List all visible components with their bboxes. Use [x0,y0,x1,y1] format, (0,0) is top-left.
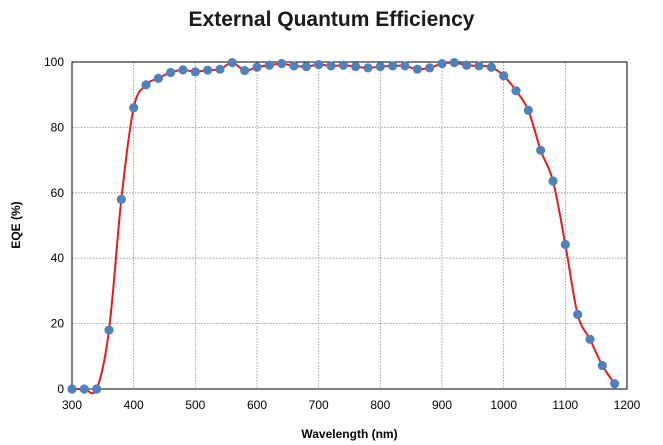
data-point [573,309,583,320]
data-point [338,60,348,70]
data-point [314,60,324,70]
y-tick-label: 0 [57,382,64,396]
data-point [203,65,213,75]
tick-labels: 300 400 500 600 700 800 900 1000 1100 1200 0 20 40 60… [44,55,641,412]
data-point [449,58,459,68]
data-point [240,65,250,76]
data-point [190,67,200,77]
x-tick-label: 500 [185,398,205,412]
data-point [610,379,620,389]
data-point [141,80,151,90]
data-point [215,64,225,74]
data-point [425,63,435,73]
data-point [289,61,299,71]
series-line [72,61,616,395]
data-point [511,86,521,96]
data-point [79,384,89,394]
data-point [560,239,570,250]
data-point [474,61,484,71]
x-tick-label: 1200 [614,398,641,412]
data-point [301,61,311,72]
data-point [153,73,163,83]
data-point [178,65,188,75]
data-point [585,334,595,344]
data-point [597,360,607,371]
y-tick-label: 40 [51,251,65,265]
grid [72,62,627,389]
y-tick-label: 80 [51,120,65,134]
data-point [499,71,509,81]
x-tick-label: 1100 [552,398,578,412]
data-point [462,60,472,70]
data-point [104,325,114,335]
data-point [166,67,176,78]
data-point [116,194,126,204]
data-point [437,59,447,69]
data-point [326,61,336,71]
data-point [129,103,139,113]
y-tick-label: 20 [51,317,65,331]
x-tick-label: 700 [309,398,329,412]
data-point [412,64,422,74]
y-tick-label: 60 [51,186,65,200]
data-point [388,61,398,71]
data-point [486,62,496,72]
data-point [252,62,262,72]
data-point [67,384,77,394]
y-tick-label: 100 [44,55,64,69]
data-point [548,176,558,186]
plot-area-frame [71,61,628,390]
x-tick-label: 1000 [490,398,517,412]
y-axis-title: EQE (%) [9,201,23,248]
data-series [67,58,620,395]
data-point [400,61,410,71]
chart-title: External Quantum Efficiency [188,8,475,31]
data-point [277,59,287,69]
data-point [363,63,373,73]
data-point [264,60,274,70]
x-tick-label: 300 [62,398,82,412]
data-point [227,58,237,68]
x-tick-label: 600 [247,398,267,412]
data-point [523,105,533,115]
x-tick-label: 800 [370,398,390,412]
data-point [351,61,361,72]
x-tick-label: 900 [432,398,452,412]
x-axis-title: Wavelength (nm) [301,427,397,441]
x-tick-label: 400 [124,398,144,412]
data-point [536,145,546,155]
data-point [375,61,385,72]
data-point [92,384,102,394]
